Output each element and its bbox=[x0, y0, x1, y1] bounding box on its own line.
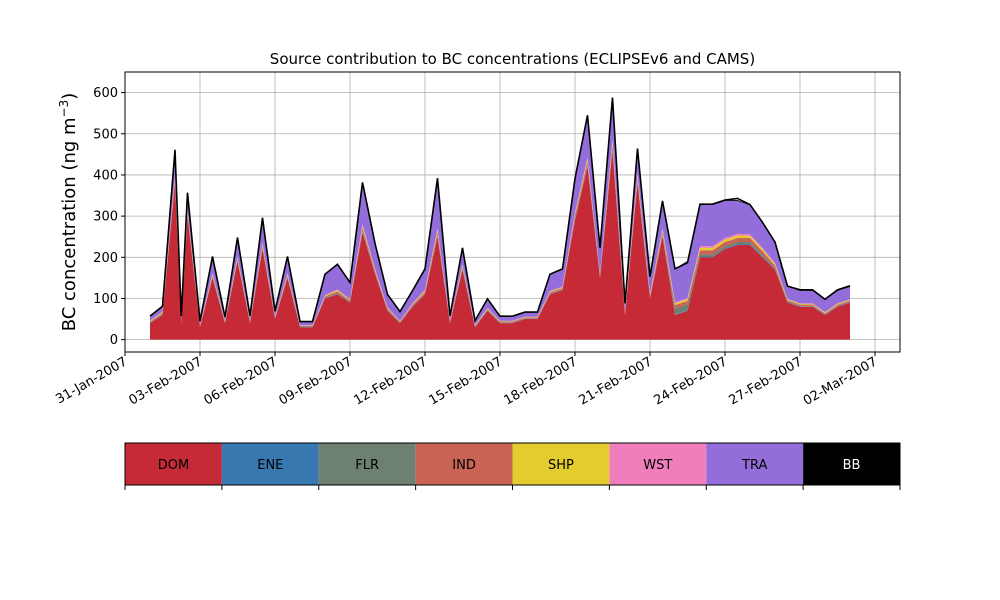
legend-label-wst: WST bbox=[643, 458, 672, 473]
y-tick-label: 500 bbox=[93, 127, 118, 142]
legend-label-bb: BB bbox=[843, 458, 861, 473]
legend-label-shp: SHP bbox=[548, 458, 574, 473]
y-tick-label: 200 bbox=[93, 251, 118, 266]
legend-swatch-bb bbox=[803, 443, 900, 485]
x-tick-label: 27-Feb-2007 bbox=[726, 354, 805, 408]
y-axis: 0 100 200 300 400 500 600 bbox=[93, 86, 125, 348]
legend: DOM ENE FLR IND SHP WST TRA BB bbox=[124, 442, 901, 490]
chart-title: Source contribution to BC concentrations… bbox=[270, 50, 755, 68]
y-tick-label: 600 bbox=[93, 86, 118, 101]
x-tick-label: 02-Mar-2007 bbox=[801, 354, 880, 408]
x-axis: 31-Jan-200703-Feb-200706-Feb-200709-Feb-… bbox=[53, 352, 880, 409]
x-tick-label: 12-Feb-2007 bbox=[351, 354, 430, 408]
y-tick-label: 400 bbox=[93, 168, 118, 183]
legend-swatch-shp bbox=[512, 443, 610, 485]
x-tick-label: 21-Feb-2007 bbox=[576, 354, 655, 408]
y-tick-label: 100 bbox=[93, 292, 118, 307]
legend-swatch-wst bbox=[609, 443, 707, 485]
legend-label-ind: IND bbox=[452, 458, 476, 473]
total-line bbox=[149, 97, 851, 324]
y-tick-label: 300 bbox=[93, 210, 118, 225]
x-tick-label: 09-Feb-2007 bbox=[276, 354, 355, 408]
series-area-dom bbox=[150, 150, 850, 340]
x-tick-label: 03-Feb-2007 bbox=[126, 354, 205, 408]
legend-swatch-ene bbox=[221, 443, 319, 485]
legend-swatch-tra bbox=[706, 443, 804, 485]
x-tick-label: 06-Feb-2007 bbox=[201, 354, 280, 408]
legend-swatch-flr bbox=[318, 443, 416, 485]
y-axis-label: BC concentration (ng m−3) bbox=[57, 93, 80, 332]
x-tick-label: 18-Feb-2007 bbox=[501, 354, 580, 408]
x-tick-label: 31-Jan-2007 bbox=[53, 354, 130, 407]
legend-label-flr: FLR bbox=[355, 458, 379, 473]
x-tick-label: 24-Feb-2007 bbox=[651, 354, 730, 408]
y-axis-label-superscript: −3 bbox=[57, 100, 71, 118]
legend-label-tra: TRA bbox=[741, 458, 767, 473]
legend-label-dom: DOM bbox=[158, 458, 189, 473]
legend-swatch-ind bbox=[415, 443, 513, 485]
y-axis-label-text: BC concentration (ng m bbox=[59, 117, 80, 331]
legend-label-ene: ENE bbox=[257, 458, 283, 473]
total-line-group bbox=[149, 97, 851, 324]
y-tick-label: 0 bbox=[110, 333, 118, 348]
y-axis-label-close: ) bbox=[59, 93, 80, 100]
axes-frame bbox=[124, 71, 901, 353]
x-tick-label: 15-Feb-2007 bbox=[426, 354, 505, 408]
legend-swatch-dom bbox=[125, 443, 222, 485]
